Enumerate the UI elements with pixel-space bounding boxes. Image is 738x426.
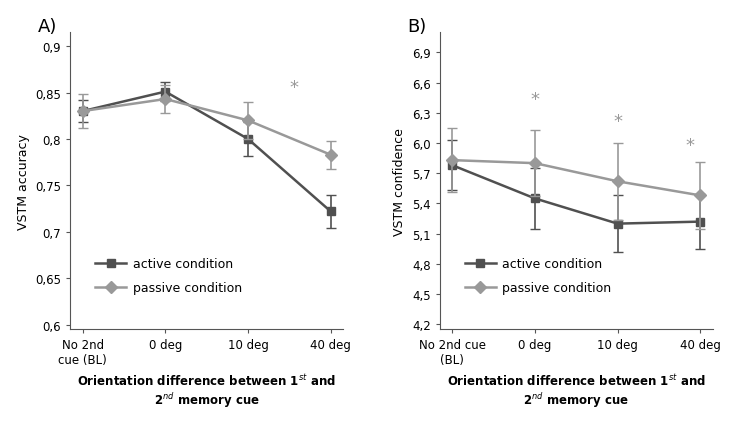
X-axis label: Orientation difference between 1$^{st}$ and
2$^{nd}$ memory cue: Orientation difference between 1$^{st}$ … (77, 372, 336, 409)
Y-axis label: VSTM confidence: VSTM confidence (393, 127, 407, 235)
Text: *: * (531, 90, 539, 108)
Legend: active condition, passive condition: active condition, passive condition (90, 253, 246, 300)
Text: B): B) (407, 18, 427, 36)
Text: *: * (686, 137, 695, 155)
Text: A): A) (38, 18, 57, 36)
Legend: active condition, passive condition: active condition, passive condition (460, 253, 616, 300)
Y-axis label: VSTM accuracy: VSTM accuracy (17, 133, 30, 229)
Text: *: * (289, 79, 298, 97)
Text: *: * (613, 112, 622, 130)
X-axis label: Orientation difference between 1$^{st}$ and
2$^{nd}$ memory cue: Orientation difference between 1$^{st}$ … (446, 372, 706, 409)
